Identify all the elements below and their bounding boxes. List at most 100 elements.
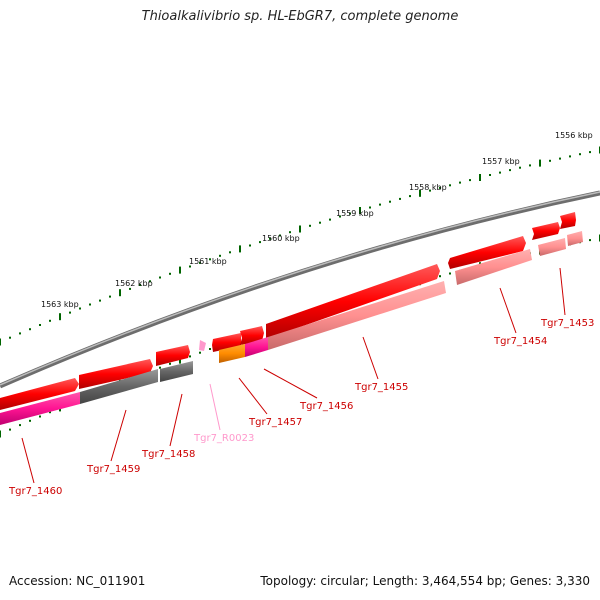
scale-dot bbox=[589, 151, 591, 154]
label-leaders bbox=[21, 267, 566, 484]
scale-dot bbox=[159, 366, 161, 369]
rrna-feature[interactable] bbox=[199, 340, 206, 351]
gene-label-tgr7-1460[interactable]: Tgr7_1460 bbox=[8, 486, 62, 497]
gene-label-tgr7-1458[interactable]: Tgr7_1458 bbox=[141, 449, 195, 460]
scale-dot bbox=[129, 287, 131, 290]
gene-label-tgr7-1459[interactable]: Tgr7_1459 bbox=[86, 464, 140, 475]
scale-dot bbox=[9, 336, 11, 339]
scale-dot bbox=[149, 280, 151, 283]
gene-label-tgr7-1455[interactable]: Tgr7_1455 bbox=[354, 382, 408, 393]
scale-label: 1561 kbp bbox=[189, 257, 227, 266]
scale-dot bbox=[499, 171, 501, 174]
scale-dot bbox=[249, 244, 251, 247]
scale-dot bbox=[409, 195, 411, 198]
scale-dot bbox=[199, 261, 201, 264]
scale-dot bbox=[449, 184, 451, 187]
scale-dot bbox=[209, 258, 211, 261]
scale-dot bbox=[429, 189, 431, 192]
scale-tick bbox=[539, 159, 541, 167]
scale-dot bbox=[569, 155, 571, 158]
scale-dot bbox=[489, 174, 491, 176]
gene-label-tgr7-1453[interactable]: Tgr7_1453 bbox=[540, 318, 594, 329]
scale-dot bbox=[509, 169, 511, 172]
scale-tick bbox=[239, 245, 241, 253]
leader-line bbox=[110, 409, 127, 462]
scale-dot bbox=[29, 419, 31, 422]
cds-light[interactable] bbox=[538, 238, 566, 256]
cds-light[interactable] bbox=[455, 249, 532, 285]
gene-label-tgr7-1457[interactable]: Tgr7_1457 bbox=[248, 417, 302, 428]
scale-dot bbox=[529, 164, 531, 167]
scale-label: 1563 kbp bbox=[41, 300, 79, 309]
accession-text: Accession: NC_011901 bbox=[9, 574, 146, 588]
scale-dot bbox=[579, 153, 581, 156]
cds-arrow[interactable] bbox=[266, 264, 440, 339]
leader-line bbox=[21, 437, 35, 484]
scale-dot bbox=[79, 307, 81, 310]
scale-dot bbox=[169, 272, 171, 275]
scale-label: 1556 kbp bbox=[555, 131, 593, 140]
scale-dot bbox=[459, 181, 461, 184]
scale-dot bbox=[449, 272, 451, 275]
scale-dot bbox=[439, 186, 441, 189]
leader-line bbox=[263, 368, 318, 399]
scale-label: 1558 kbp bbox=[409, 183, 447, 192]
scale-tick bbox=[179, 266, 181, 274]
scale-tick bbox=[479, 174, 481, 181]
feature-magenta[interactable] bbox=[245, 337, 268, 357]
gene-label-tgr7-1456[interactable]: Tgr7_1456 bbox=[299, 401, 353, 412]
scale-labels: 1556 kbp 1557 kbp 1558 kbp 1559 kbp 1560… bbox=[41, 131, 593, 309]
scale-tick bbox=[0, 338, 1, 346]
gene-label-tgr7-1454[interactable]: Tgr7_1454 bbox=[493, 336, 547, 347]
scale-dot bbox=[139, 284, 141, 286]
scale-dot bbox=[199, 351, 201, 354]
gene-label-tgr7-r0023[interactable]: Tgr7_R0023 bbox=[193, 433, 254, 444]
scale-tick bbox=[419, 189, 421, 197]
cds-arrow[interactable] bbox=[560, 212, 576, 229]
scale-tick bbox=[119, 289, 121, 297]
scale-dot bbox=[339, 215, 341, 218]
cds-light[interactable] bbox=[268, 281, 446, 350]
genome-summary-text: Topology: circular; Length: 3,464,554 bp… bbox=[260, 574, 590, 588]
leader-line bbox=[169, 393, 183, 447]
scale-tick bbox=[0, 430, 1, 438]
scale-tick bbox=[59, 313, 61, 321]
scale-dot bbox=[49, 411, 51, 414]
scale-dot bbox=[589, 239, 591, 242]
reverse-strand-features bbox=[0, 231, 583, 425]
scale-dot bbox=[309, 224, 311, 227]
feature-gray[interactable] bbox=[80, 369, 158, 404]
feature-gray[interactable] bbox=[160, 361, 193, 382]
scale-label: 1557 kbp bbox=[482, 157, 520, 166]
leader-line bbox=[238, 377, 268, 415]
scale-dot bbox=[369, 206, 371, 209]
scale-dot bbox=[29, 328, 31, 331]
cds-arrow[interactable] bbox=[156, 345, 190, 366]
cds-arrow[interactable] bbox=[448, 236, 526, 269]
scale-dot bbox=[389, 200, 391, 203]
feature-orange[interactable] bbox=[219, 344, 245, 363]
scale-dot bbox=[329, 218, 331, 221]
scale-dot bbox=[189, 265, 191, 268]
cds-arrow[interactable] bbox=[532, 222, 560, 240]
map-title: Thioalkalivibrio sp. HL-EbGR7, complete … bbox=[141, 9, 459, 24]
gene-labels: Tgr7_1453 Tgr7_1454 Tgr7_1455 Tgr7_1456 … bbox=[8, 318, 594, 497]
cds-arrow[interactable] bbox=[79, 359, 153, 389]
scale-dot bbox=[379, 203, 381, 206]
scale-dot bbox=[99, 299, 101, 302]
scale-tick bbox=[359, 207, 361, 214]
leader-line bbox=[499, 287, 517, 334]
scale-dot bbox=[279, 234, 281, 237]
scale-dot bbox=[399, 197, 401, 200]
cds-arrow[interactable] bbox=[0, 378, 79, 410]
scale-dot bbox=[169, 362, 171, 365]
scale-dot bbox=[549, 159, 551, 162]
scale-dot bbox=[39, 415, 41, 418]
scale-dot bbox=[269, 237, 271, 240]
feature-magenta[interactable] bbox=[0, 392, 80, 425]
genome-backbone-highlight bbox=[0, 191, 600, 386]
scale-dot bbox=[229, 251, 231, 254]
cds-light[interactable] bbox=[567, 231, 583, 246]
genome-backbone bbox=[0, 190, 600, 389]
